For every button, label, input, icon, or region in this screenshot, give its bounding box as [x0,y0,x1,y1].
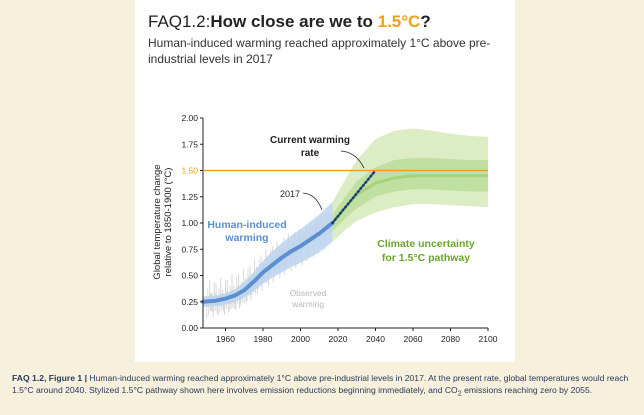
axes: 0.00 0.25 0.50 0.75 1.00 1.25 1.50 1.75 2.00 1960… [181,113,497,344]
x-tick-label: 2060 [404,334,423,344]
human-warming-line [201,221,335,304]
annotations: Current warming rate 2017 Human-induced … [152,135,475,309]
y-tick-label: 0.75 [181,244,198,254]
caption-label: FAQ 1.2, Figure 1 | [12,373,87,383]
figure-subtitle: Human-induced warming reached approximat… [148,36,491,66]
human-warming-band [203,202,333,307]
annotation-climate-1: Climate uncertainty [377,238,475,250]
figure-caption: FAQ 1.2, Figure 1 | Human-induced warmin… [12,372,634,400]
y-tick-label: 0.50 [181,271,198,281]
human-warming [201,202,335,319]
title-suffix: ? [420,12,431,31]
y-tick-label: 0.00 [181,323,198,333]
annotation-2017: 2017 [280,189,300,199]
y-tick-label: 2.00 [181,113,198,123]
x-tick-label: 2000 [291,334,310,344]
x-tick-label: 2080 [441,334,460,344]
figure-title: FAQ1.2:How close are we to 1.5°C? [148,12,431,32]
chart: 0.00 0.25 0.50 0.75 1.00 1.25 1.50 1.75 2.00 1960… [152,113,498,344]
caption-text-2: emissions reaching zero by 2055. [461,385,593,395]
annotation-current-rate-1: Current warming [270,135,350,146]
year-2017-leader [302,192,323,211]
caption-subscript: 2 [457,389,462,398]
x-tick-label: 1960 [216,334,235,344]
annotation-climate-2: for 1.5°C pathway [382,252,470,264]
x-tick-label: 1980 [254,334,273,344]
y-axis-label-2: relative to 1850-1900 (°C) [163,168,174,277]
x-tick-label: 2100 [479,334,498,344]
title-highlight: 1.5°C [377,12,421,31]
y-tick-label: 1.00 [181,218,198,228]
annotation-human-2: warming [224,232,268,244]
y-tick-label: 1.50 [181,166,198,176]
caption-text: Human-induced warming reached approximat… [12,373,629,395]
annotation-observed-2: warming [291,299,324,309]
y-tick-label: 1.75 [181,139,198,149]
annotation-current-rate-2: rate [301,148,320,159]
reference-line [203,150,488,225]
y-axis-label-1: Global temperature change [152,164,163,279]
title-question: How close are we to [210,12,378,31]
y-tick-label: 0.25 [181,297,198,307]
uncertainty-bands [331,128,488,242]
annotation-observed-1: Observed [290,288,327,298]
x-tick-label: 2040 [366,334,385,344]
annotation-human-1: Human-induced [207,219,286,231]
current-rate-line [331,169,377,225]
current-rate-leader [340,150,365,169]
y-tick-label: 1.25 [181,192,198,202]
title-prefix: FAQ1.2: [148,12,211,31]
x-tick-label: 2020 [329,334,348,344]
